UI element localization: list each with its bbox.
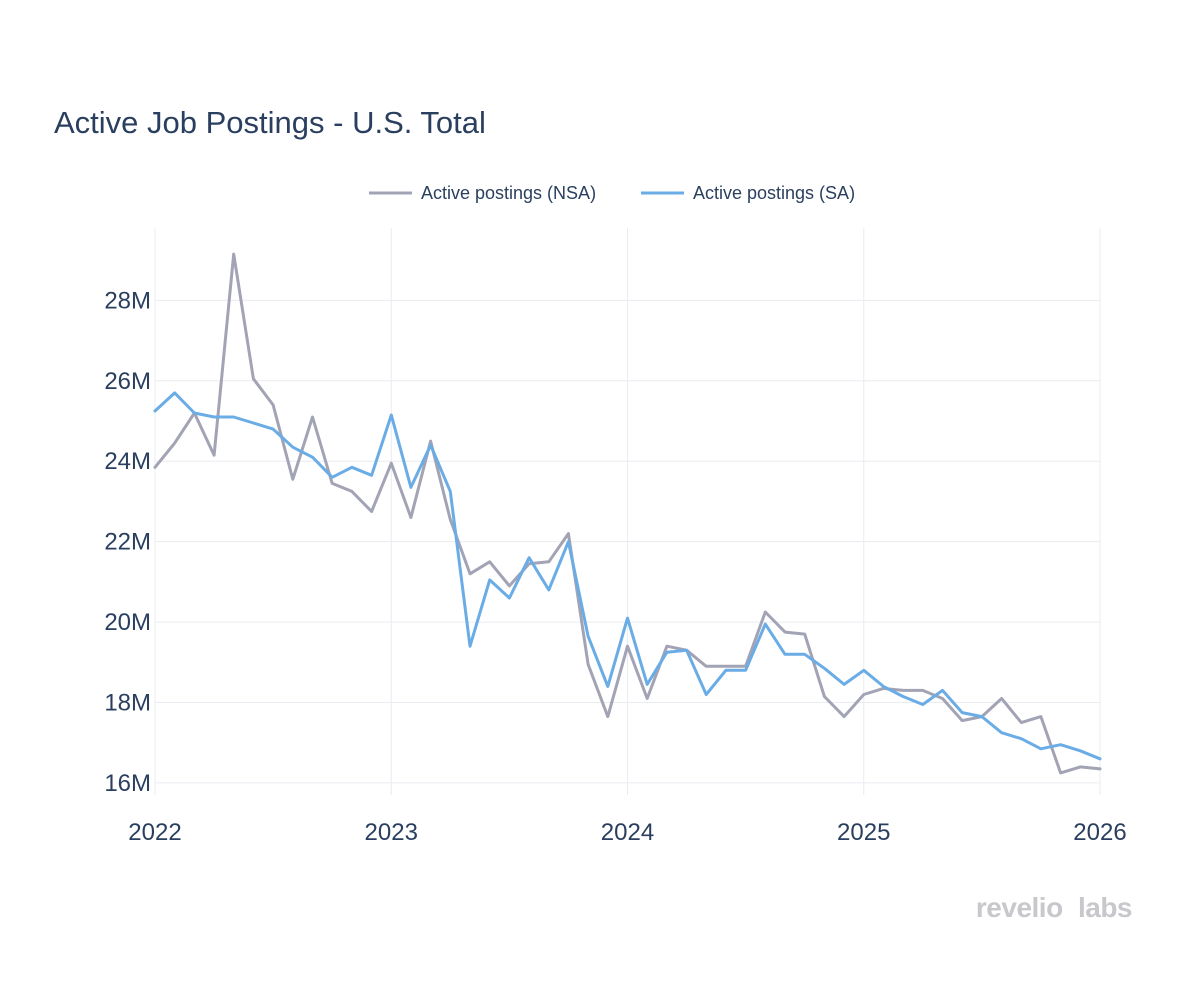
brand-logo-part1: revelio bbox=[976, 892, 1063, 923]
x-axis-ticks: 2022 2023 2024 2025 2026 bbox=[128, 819, 1126, 846]
legend-item-sa[interactable]: Active postings (SA) bbox=[641, 183, 855, 203]
x-tick-label: 2024 bbox=[601, 819, 654, 846]
y-axis-ticks: 16M 18M 20M 22M 24M 26M 28M bbox=[104, 287, 151, 797]
legend-label: Active postings (NSA) bbox=[421, 183, 596, 203]
x-gridlines bbox=[154, 228, 1101, 795]
y-gridlines bbox=[155, 299, 1100, 784]
legend-label: Active postings (SA) bbox=[693, 183, 855, 203]
chart-title: Active Job Postings - U.S. Total bbox=[54, 105, 486, 140]
legend: Active postings (NSA) Active postings (SA… bbox=[369, 183, 855, 203]
x-tick-label: 2026 bbox=[1073, 819, 1126, 846]
y-tick-label: 22M bbox=[104, 529, 151, 556]
series-line-nsa bbox=[153, 252, 1102, 775]
y-tick-label: 16M bbox=[104, 770, 151, 797]
y-tick-label: 20M bbox=[104, 609, 151, 636]
x-tick-label: 2022 bbox=[128, 819, 181, 846]
series-line-sa bbox=[153, 391, 1102, 761]
x-tick-label: 2023 bbox=[365, 819, 418, 846]
series-layer bbox=[153, 252, 1102, 775]
brand-logo-part2: labs bbox=[1078, 892, 1132, 923]
brand-logo: revelio labs bbox=[976, 892, 1132, 923]
y-tick-label: 18M bbox=[104, 690, 151, 717]
y-tick-label: 28M bbox=[104, 287, 151, 314]
y-tick-label: 24M bbox=[104, 448, 151, 475]
y-tick-label: 26M bbox=[104, 368, 151, 395]
x-tick-label: 2025 bbox=[837, 819, 890, 846]
legend-item-nsa[interactable]: Active postings (NSA) bbox=[369, 183, 596, 203]
